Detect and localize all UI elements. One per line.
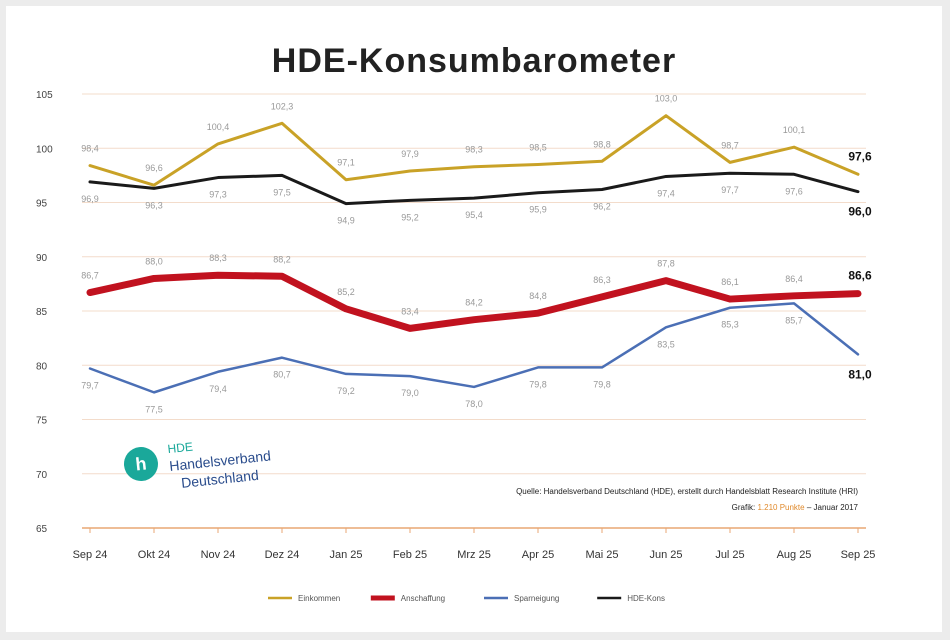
x-tick-label: Jan 25: [329, 549, 362, 561]
data-label: 97,3: [209, 190, 227, 200]
data-label: 97,4: [657, 188, 675, 198]
x-tick-label: Nov 24: [201, 549, 236, 561]
y-tick-label: 105: [36, 90, 53, 101]
y-tick-label: 65: [36, 524, 48, 535]
x-tick-label: Dez 24: [265, 549, 300, 561]
data-label: 86,4: [785, 274, 803, 284]
legend-label: Sparneigung: [514, 594, 559, 603]
y-tick-label: 80: [36, 361, 48, 372]
data-label: 84,8: [529, 291, 547, 301]
chart-frame: HDE-Konsumbarometer 105 100 95 90 85 80 75 70 65…: [6, 6, 942, 632]
chart-title: HDE-Konsumbarometer: [272, 42, 676, 80]
data-label: 98,3: [465, 145, 483, 155]
series-line-2: [86, 271, 862, 332]
legend-label: HDE-Kons: [627, 594, 665, 603]
source-line2: Grafik: 1.210 Punkte – Januar 2017: [732, 503, 859, 512]
data-label: 103,0: [655, 94, 678, 104]
data-label: 84,2: [465, 298, 483, 308]
end-label: 97,6: [848, 149, 872, 163]
series-line-4: [88, 171, 860, 206]
x-tick-label: Mrz 25: [457, 549, 491, 561]
data-label: 96,6: [145, 163, 163, 173]
data-label: 86,7: [81, 271, 99, 281]
y-tick-label: 100: [36, 144, 53, 155]
data-label: 94,9: [337, 216, 355, 226]
series-lines: [86, 114, 862, 394]
data-label: 85,2: [337, 287, 355, 297]
legend-label: Anschaffung: [401, 594, 445, 603]
data-label: 86,1: [721, 277, 739, 287]
data-label: 80,7: [273, 370, 291, 380]
line-chart: HDE-Konsumbarometer 105 100 95 90 85 80 75 70 65…: [36, 42, 876, 603]
data-label: 83,4: [401, 306, 419, 316]
data-label: 95,2: [401, 212, 419, 222]
data-label: 88,2: [273, 254, 291, 264]
data-label: 79,4: [209, 384, 227, 394]
legend-label: Einkommen: [298, 594, 340, 603]
data-label: 96,3: [145, 200, 163, 210]
x-tick-label: Okt 24: [138, 549, 170, 561]
data-label: 78,0: [465, 399, 483, 409]
data-label: 98,4: [81, 144, 99, 154]
data-label: 95,4: [465, 210, 483, 220]
y-axis-ticks: 105 100 95 90 85 80 75 70 65: [36, 90, 53, 535]
data-label: 79,8: [593, 379, 611, 389]
x-tick-label: Mai 25: [585, 549, 618, 561]
data-label: 88,0: [145, 256, 163, 266]
data-label: 96,9: [81, 194, 99, 204]
data-label: 79,0: [401, 388, 419, 398]
x-tick-label: Aug 25: [777, 549, 812, 561]
source-suffix: – Januar 2017: [807, 503, 859, 512]
y-tick-label: 95: [36, 199, 48, 210]
y-tick-label: 70: [36, 470, 48, 481]
data-label: 102,3: [271, 101, 294, 111]
series-line-3: [88, 302, 860, 394]
data-label: 98,8: [593, 139, 611, 149]
legend: Einkommen Anschaffung Sparneigung HDE-Kons: [268, 594, 665, 603]
svg-text:h: h: [134, 453, 147, 474]
series-line-1: [88, 114, 860, 187]
data-label: 100,4: [207, 122, 230, 132]
x-tick-label: Apr 25: [522, 549, 554, 561]
source-line1: Quelle: Handelsverband Deutschland (HDE)…: [516, 487, 858, 496]
data-label: 97,6: [785, 186, 803, 196]
x-tick-label: Sep 25: [841, 549, 876, 561]
data-label: 97,1: [337, 158, 355, 168]
data-label: 87,8: [657, 259, 675, 269]
data-label: 79,2: [337, 386, 355, 396]
data-labels: 98,4 96,6 100,4 102,3 97,1 97,9 98,3 98,5 98,8 10…: [81, 94, 872, 415]
data-label: 83,5: [657, 339, 675, 349]
data-label: 96,2: [593, 201, 611, 211]
x-tick-label: Sep 24: [73, 549, 108, 561]
y-tick-label: 75: [36, 416, 48, 427]
data-label: 97,7: [721, 185, 739, 195]
data-label: 77,5: [145, 404, 163, 414]
y-tick-label: 90: [36, 253, 48, 264]
end-label: 81,0: [848, 367, 872, 381]
data-label: 98,5: [529, 143, 547, 153]
data-label: 85,7: [785, 315, 803, 325]
logo-hde: HDE: [167, 440, 194, 457]
data-label: 97,5: [273, 187, 291, 197]
data-label: 95,9: [529, 205, 547, 215]
data-label: 98,7: [721, 140, 739, 150]
source-prefix: Grafik:: [732, 503, 756, 512]
x-tick-label: Jul 25: [715, 549, 744, 561]
hde-logo-mark: [123, 447, 158, 482]
end-label: 86,6: [848, 269, 872, 283]
source-highlight: 1.210 Punkte: [757, 503, 805, 512]
data-label: 85,3: [721, 320, 739, 330]
data-label: 88,3: [209, 253, 227, 263]
data-label: 79,8: [529, 379, 547, 389]
x-axis-ticks: Sep 24 Okt 24 Nov 24 Dez 24 Jan 25 Feb 25 Mrz …: [73, 528, 876, 561]
data-label: 97,9: [401, 149, 419, 159]
data-label: 100,1: [783, 125, 806, 135]
end-label: 96,0: [848, 205, 872, 219]
y-tick-label: 85: [36, 307, 48, 318]
data-label: 79,7: [81, 381, 99, 391]
hde-logo: h HDE Handelsverband Deutschland: [123, 440, 272, 491]
x-tick-label: Feb 25: [393, 549, 427, 561]
data-label: 86,3: [593, 275, 611, 285]
x-tick-label: Jun 25: [649, 549, 682, 561]
